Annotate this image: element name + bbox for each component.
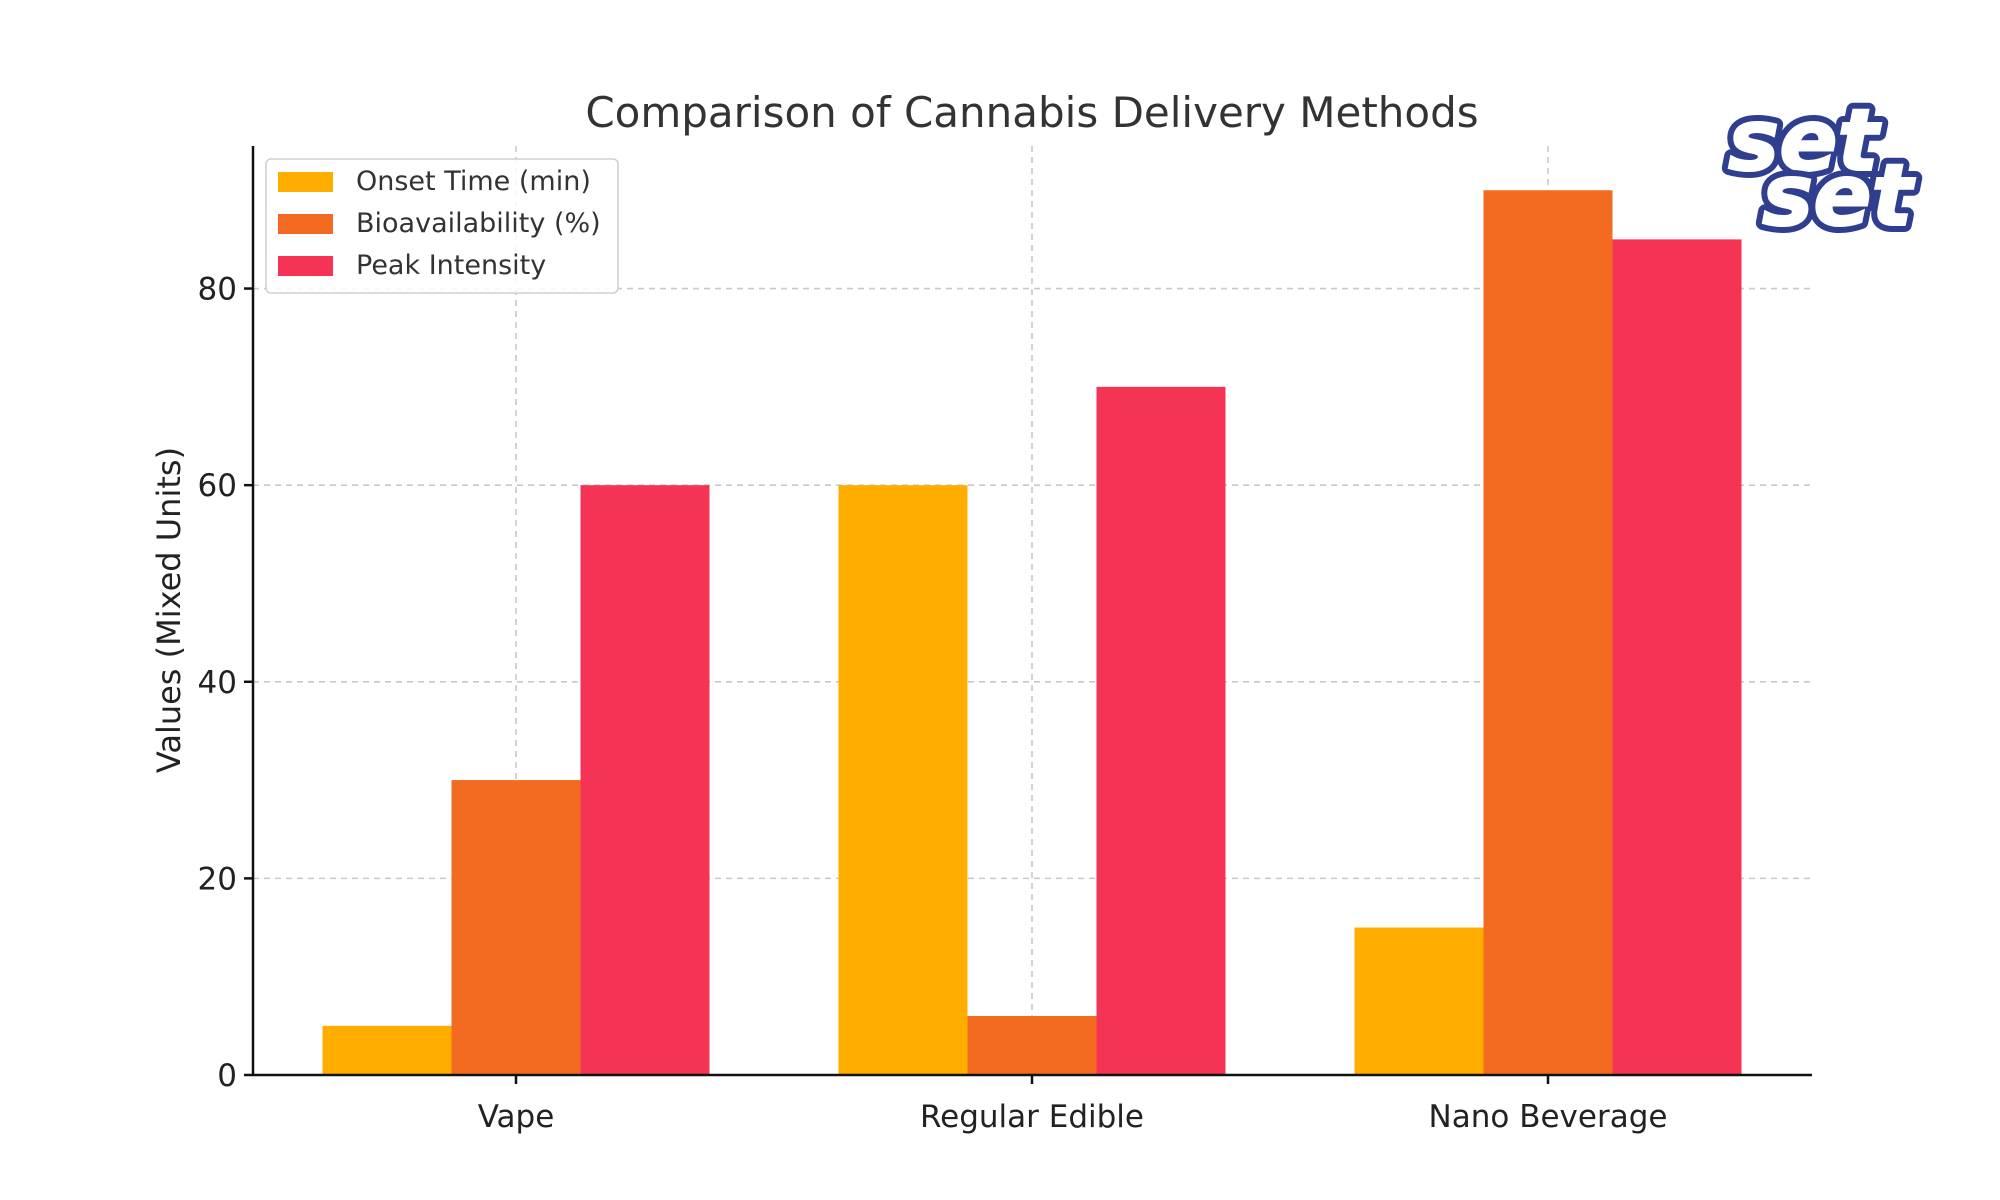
legend-label: Bioavailability (%) (356, 208, 601, 239)
y-tick-label: 80 (198, 272, 237, 308)
legend-label: Peak Intensity (356, 250, 546, 281)
bar (1096, 386, 1226, 1076)
x-tick-label: Vape (478, 1099, 555, 1135)
bar (451, 780, 581, 1075)
logo-text-bottom: set (1762, 146, 1916, 246)
legend-swatch (278, 256, 333, 276)
y-ticks: 0 20 40 60 80 (198, 272, 253, 1094)
logo-text-top: set (1728, 91, 1882, 191)
bar (838, 485, 968, 1076)
bars (322, 190, 1742, 1076)
bar (967, 1016, 1097, 1075)
y-tick-label: 0 (217, 1058, 237, 1094)
logo-text-bottom-highlight: set (1762, 146, 1916, 246)
legend-frame (265, 158, 619, 294)
x-ticks: Vape Regular Edible Nano Beverage (478, 1075, 1668, 1135)
brand-logo: set set set set (1721, 84, 1923, 253)
bar (1483, 190, 1613, 1075)
legend-swatch (278, 172, 333, 192)
legend-label: Onset Time (min) (356, 166, 591, 197)
chart-title: Comparison of Cannabis Delivery Methods (585, 88, 1478, 137)
bar (322, 1025, 452, 1075)
bar (1354, 927, 1484, 1075)
x-tick-label: Regular Edible (920, 1099, 1144, 1135)
legend-swatch (278, 214, 333, 234)
y-tick-label: 40 (198, 665, 237, 701)
legend: Onset Time (min) Bioavailability (%) Peak … (265, 158, 619, 294)
x-tick-label: Nano Beverage (1429, 1099, 1668, 1135)
bar (1612, 239, 1742, 1075)
bar (580, 485, 710, 1076)
logo-text-top-highlight: set (1728, 91, 1882, 191)
y-tick-label: 60 (198, 468, 237, 504)
y-tick-label: 20 (198, 861, 237, 897)
y-axis-label: Values (Mixed Units) (150, 447, 188, 773)
